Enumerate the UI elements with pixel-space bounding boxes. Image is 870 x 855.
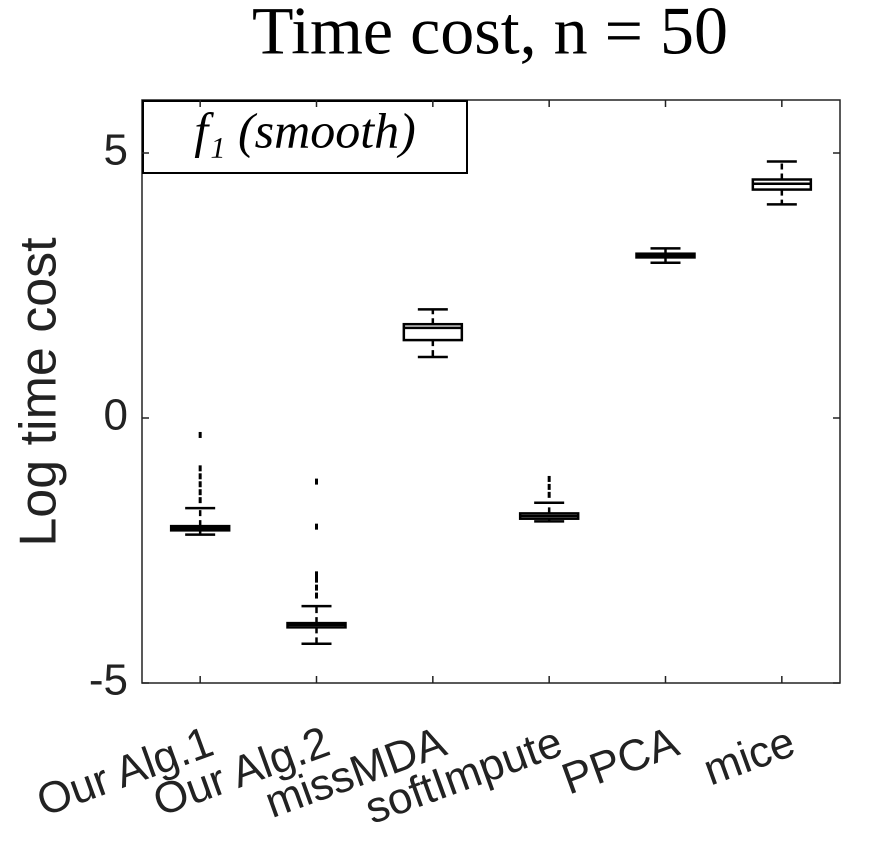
- box: [402, 322, 464, 342]
- y-tick-label: 5: [104, 126, 128, 175]
- plot-frame: [141, 99, 841, 684]
- x-tick-label: mice: [697, 717, 801, 795]
- chart-title: Time cost, n = 50: [252, 0, 728, 69]
- y-tick-label: -5: [89, 656, 128, 705]
- x-tick-label: PPCA: [556, 717, 686, 804]
- y-axis-label: Log time cost: [10, 237, 68, 547]
- annotation: f₁ (smooth): [194, 102, 416, 158]
- y-tick-label: 0: [104, 391, 128, 440]
- annotation-box: [142, 100, 468, 174]
